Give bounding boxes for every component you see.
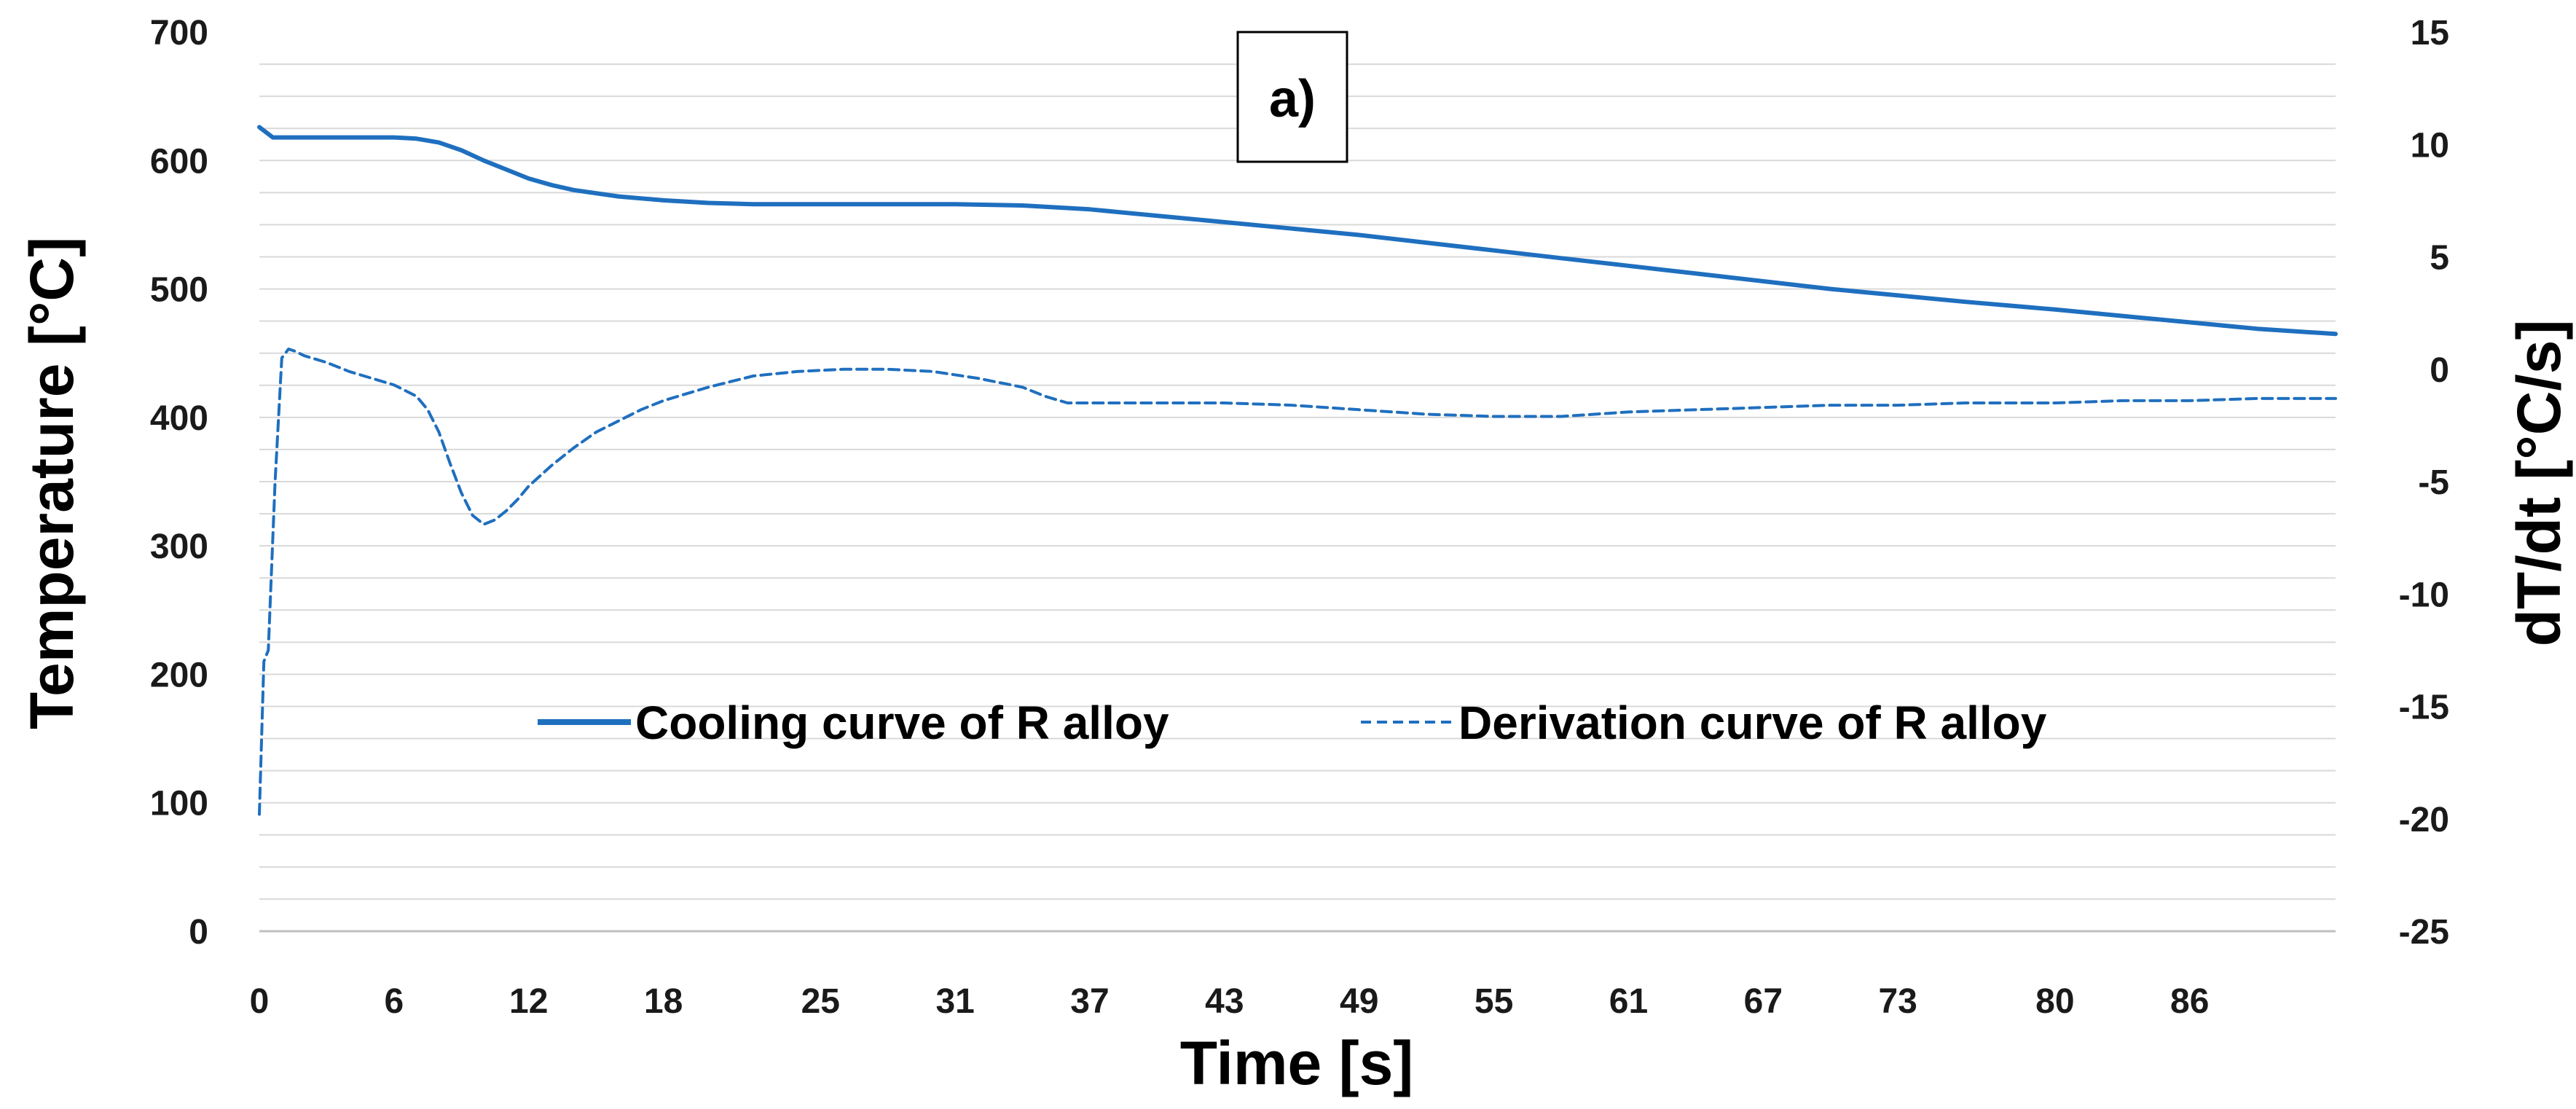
panel-label-box: a) bbox=[1236, 31, 1348, 163]
y2-tick-label: 0 bbox=[2430, 351, 2449, 390]
y2-tick-label: 15 bbox=[2411, 14, 2449, 52]
x-tick-label: 31 bbox=[935, 982, 974, 1021]
y-axis-title: Temperature [°C] bbox=[17, 237, 86, 729]
series-lines bbox=[257, 125, 2338, 816]
cooling-curve-line bbox=[257, 125, 2338, 337]
y2-tick-label: -10 bbox=[2399, 576, 2449, 614]
y-tick-label: 0 bbox=[189, 913, 208, 952]
y2-tick-label: -15 bbox=[2399, 689, 2449, 727]
x-tick-label: 61 bbox=[1609, 982, 1648, 1021]
panel-label-frame bbox=[1236, 31, 1348, 163]
y-tick-label: 500 bbox=[150, 271, 208, 310]
y-tick-label: 300 bbox=[150, 528, 208, 566]
x-tick-label: 6 bbox=[385, 982, 404, 1021]
y-tick-label: 100 bbox=[150, 785, 208, 823]
legend-label-derivation: Derivation curve of R alloy bbox=[1458, 697, 2047, 749]
x-tick-label: 73 bbox=[1878, 982, 1917, 1021]
derivation-curve-line bbox=[258, 348, 2337, 816]
y-tick-label: 200 bbox=[150, 656, 208, 694]
x-tick-label: 37 bbox=[1070, 982, 1109, 1021]
y2-tick-label: 5 bbox=[2430, 239, 2449, 278]
x-tick-label: 18 bbox=[644, 982, 683, 1021]
panel-label: a) bbox=[1269, 70, 1316, 128]
y-tick-label: 600 bbox=[150, 142, 208, 181]
y2-axis-title: dT/dt [°C/s] bbox=[2505, 320, 2573, 647]
x-tick-label: 55 bbox=[1474, 982, 1513, 1021]
y2-tick-label: -5 bbox=[2418, 463, 2449, 502]
x-tick-label: 25 bbox=[801, 982, 840, 1021]
y-tick-label: 400 bbox=[150, 399, 208, 438]
y2-tick-label: 10 bbox=[2411, 126, 2449, 165]
x-tick-label: 86 bbox=[2170, 982, 2209, 1021]
x-tick-label: 80 bbox=[2035, 982, 2074, 1021]
x-axis-title: Time [s] bbox=[1180, 1029, 1414, 1097]
legend-label-cooling: Cooling curve of R alloy bbox=[635, 697, 1169, 749]
x-tick-label: 12 bbox=[509, 982, 548, 1021]
legend: Cooling curve of R alloy Derivation curv… bbox=[538, 697, 2047, 749]
y2-tick-label: -20 bbox=[2399, 801, 2449, 839]
x-tick-label: 0 bbox=[250, 982, 270, 1021]
x-tick-label: 67 bbox=[1744, 982, 1783, 1021]
x-tick-label: 49 bbox=[1340, 982, 1378, 1021]
x-tick-label: 43 bbox=[1205, 982, 1244, 1021]
y-tick-label: 700 bbox=[150, 14, 208, 52]
tick-labels: 0100200300400500600700-25-20-15-10-50510… bbox=[150, 14, 2449, 1021]
y2-tick-label: -25 bbox=[2399, 913, 2449, 952]
